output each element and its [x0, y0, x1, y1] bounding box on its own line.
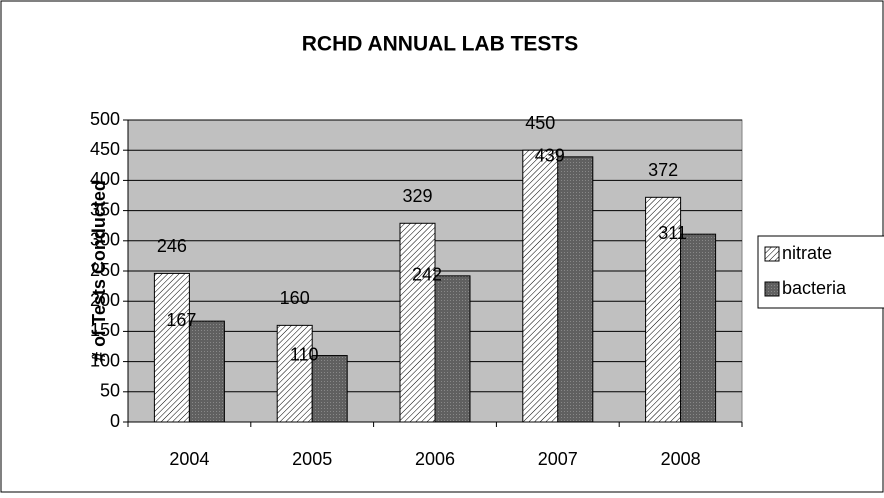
legend-swatch [764, 281, 780, 297]
x-tick-label: 2005 [292, 449, 332, 469]
bar [276, 324, 313, 423]
y-tick-label: 50 [100, 381, 120, 401]
legend-label: bacteria [782, 278, 847, 298]
data-label: 246 [157, 236, 187, 256]
data-label: 329 [402, 186, 432, 206]
data-label: 311 [658, 223, 687, 243]
y-tick-label: 200 [90, 290, 120, 310]
data-label: 110 [290, 344, 319, 364]
data-label: 439 [535, 146, 565, 166]
bar [153, 272, 190, 423]
y-tick-label: 100 [90, 350, 120, 370]
x-tick-label: 2006 [415, 449, 455, 469]
y-tick-label: 250 [90, 260, 120, 280]
data-label: 372 [648, 160, 678, 180]
bar [645, 196, 682, 423]
y-tick-label: 0 [110, 411, 120, 431]
y-tick-label: 450 [90, 139, 120, 159]
y-tick-label: 400 [90, 169, 120, 189]
x-tick-label: 2008 [661, 449, 701, 469]
x-tick-label: 2007 [538, 449, 578, 469]
y-tick-label: 350 [90, 199, 120, 219]
data-label: 167 [166, 310, 196, 330]
bar [399, 222, 436, 423]
bar [522, 149, 559, 423]
chart-title: RCHD ANNUAL LAB TESTS [302, 33, 579, 56]
bar [188, 320, 225, 423]
data-label: 160 [280, 288, 310, 308]
x-tick-label: 2004 [169, 449, 209, 469]
data-label: 242 [412, 265, 442, 285]
y-axis-title: # of Tests Conducted [89, 180, 109, 362]
legend-label: nitrate [782, 243, 832, 263]
bar [680, 233, 717, 423]
bar [434, 275, 471, 423]
data-label: 450 [525, 113, 555, 133]
y-tick-label: 500 [90, 109, 120, 129]
bar [557, 156, 594, 423]
legend-swatch [764, 246, 780, 262]
y-tick-label: 300 [90, 230, 120, 250]
bar [311, 355, 348, 423]
y-tick-label: 150 [90, 320, 120, 340]
